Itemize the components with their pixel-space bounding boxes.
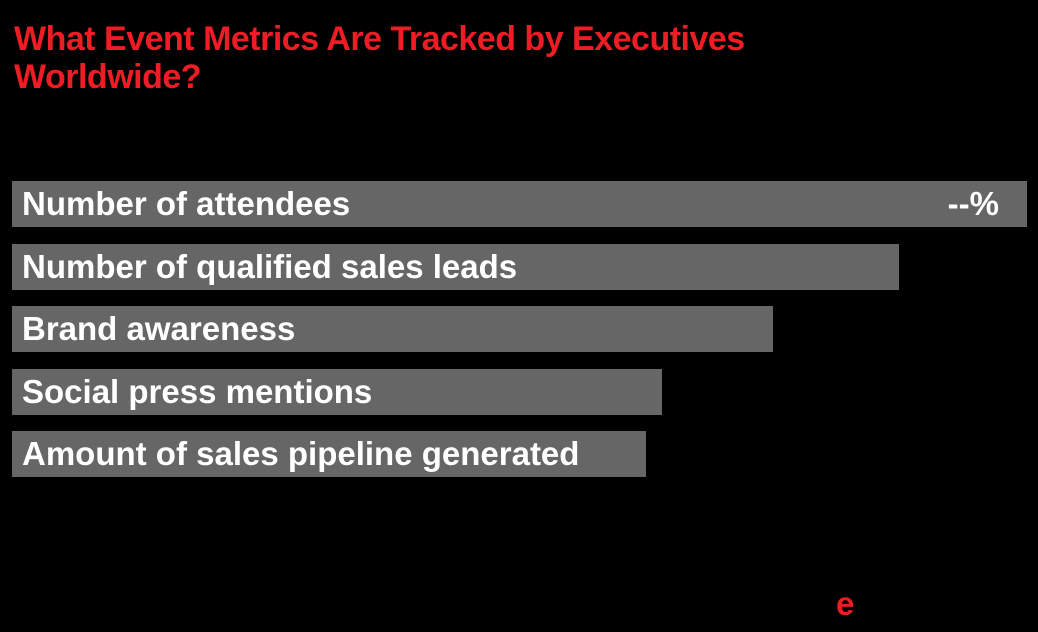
bar-number-of-attendees: Number of attendees --% [12,181,1027,227]
bar-category-label: Social press mentions [22,372,373,410]
bar-value-label: --% [947,185,999,222]
bar-category-label: Number of qualified sales leads [22,247,518,285]
bar-amount-of-sales-pipeline-generated: Amount of sales pipeline generated [12,431,646,477]
bar-number-of-qualified-sales-leads: Number of qualified sales leads [12,243,899,290]
bar-social-press-mentions: Social press mentions [12,368,662,415]
bar-category-label: Amount of sales pipeline generated [22,435,580,472]
chart-title: What Event Metrics Are Tracked by Execut… [14,20,745,96]
chart-title-line-2: Worldwide? [14,58,202,96]
bar-brand-awareness: Brand awareness [12,306,773,352]
bar-category-label: Number of attendees [22,185,351,222]
bar-category-label: Brand awareness [22,310,296,347]
chart-title-line-1: What Event Metrics Are Tracked by Execut… [14,20,745,58]
bar-chart: Number of attendees --% Number of qualif… [12,181,1027,477]
emarketer-logo-e-icon: e [836,585,855,622]
